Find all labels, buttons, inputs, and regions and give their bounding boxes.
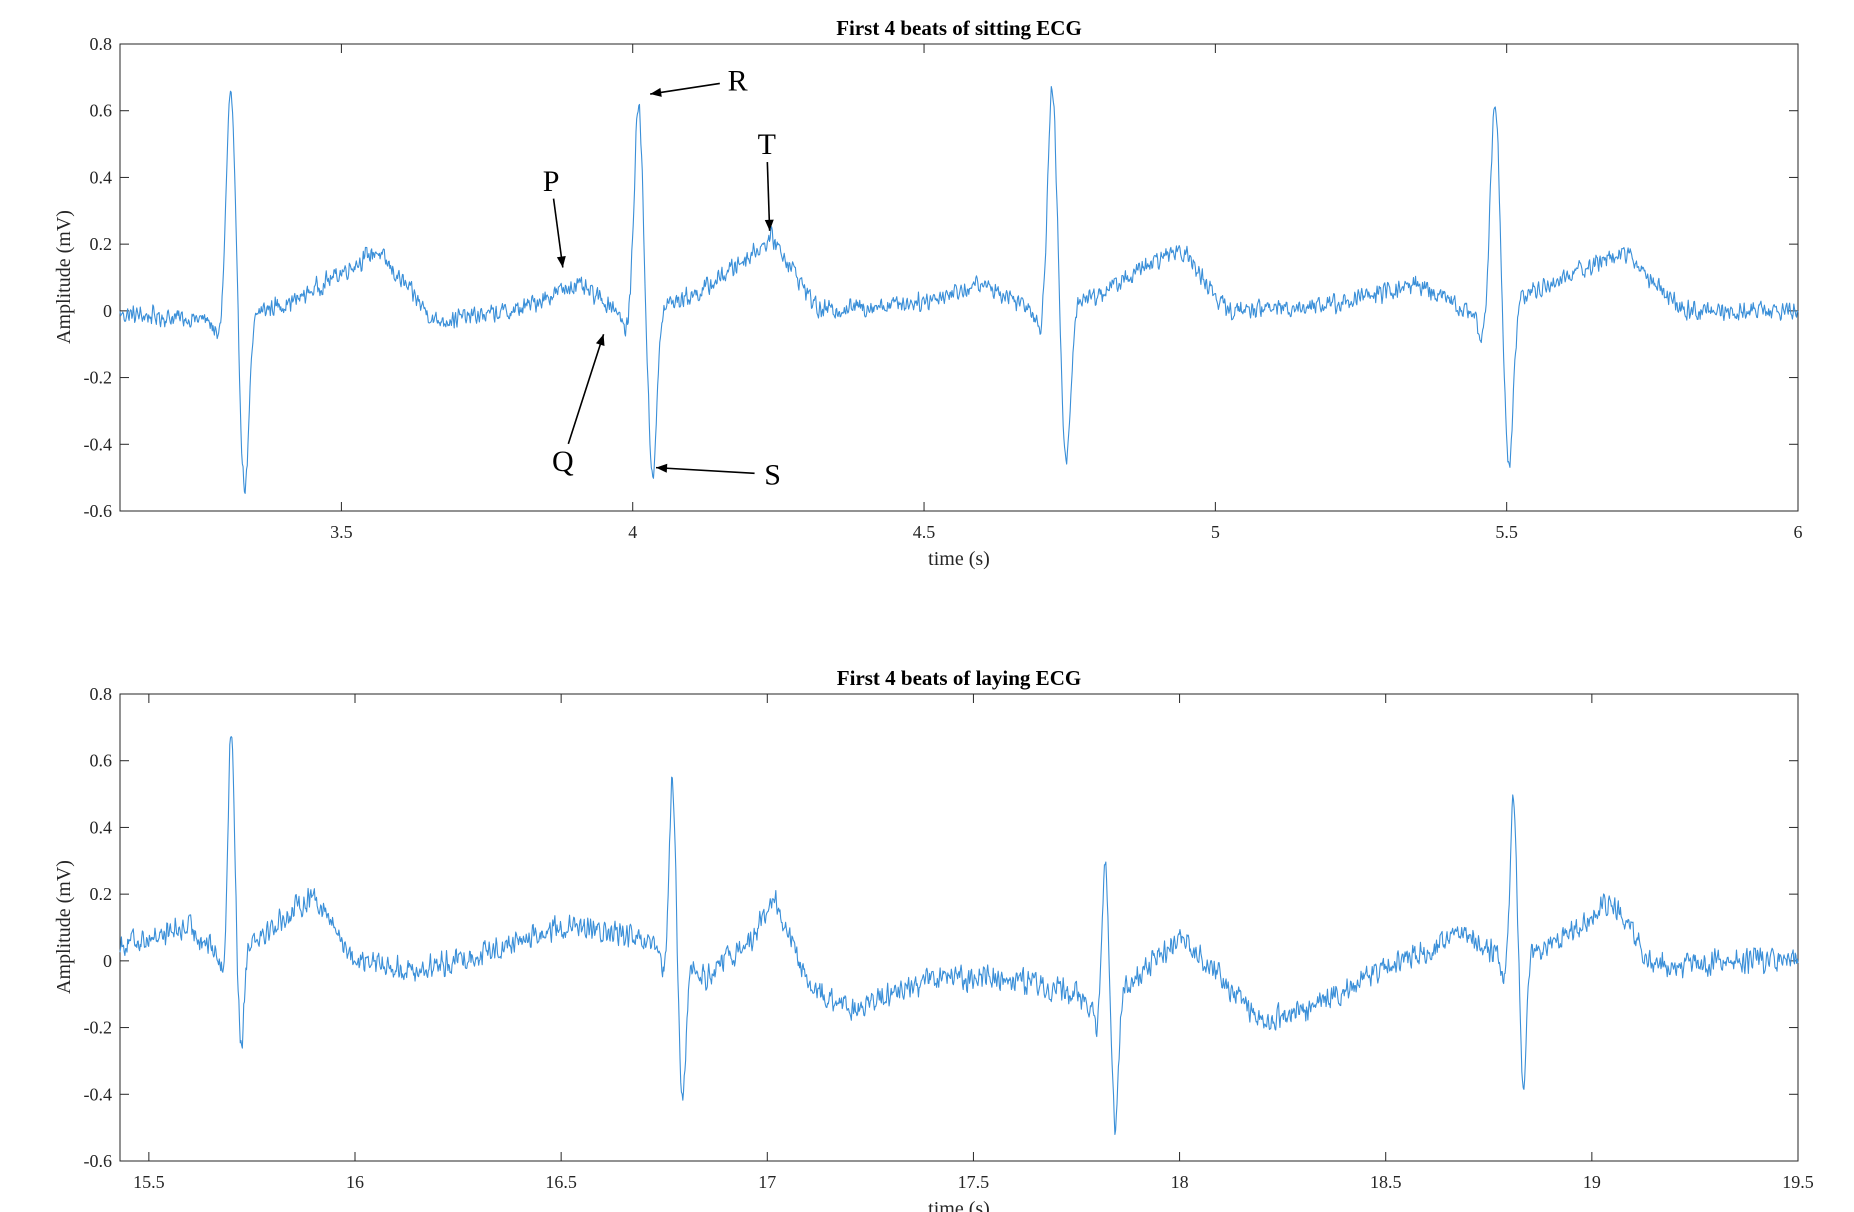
y-axis-label: Amplitude (mV) [53,210,75,344]
y-tick-label: 0.8 [90,684,113,704]
x-tick-label: 6 [1794,522,1803,542]
x-tick-label: 4 [628,522,637,542]
x-tick-label: 5 [1211,522,1220,542]
x-tick-label: 3.5 [330,522,353,542]
annotation-arrow-t [766,162,771,231]
x-tick-label: 17.5 [958,1172,990,1192]
y-ticks: -0.6 -0.4 -0.2 0 0.2 0.4 0.6 0.8 [84,684,1798,1171]
annotation-arrow-r [650,82,720,95]
annotation-label-p: P [543,165,560,198]
y-tick-label: -0.6 [84,1151,113,1171]
plot-area [119,43,1799,512]
y-tick-label: -0.6 [84,501,113,521]
x-tick-label: 15.5 [133,1172,165,1192]
x-tick-label: 19 [1583,1172,1601,1192]
annotations: RT P Q S [543,65,781,492]
y-tick-label: -0.4 [84,1084,113,1104]
y-tick-label: 0 [103,301,112,321]
y-tick-label: -0.4 [84,434,113,454]
x-tick-label: 5.5 [1495,522,1518,542]
annotation-arrow-q [567,333,605,445]
annotation-label-s: S [764,458,781,491]
y-tick-label: 0.2 [90,884,113,904]
y-tick-label: 0.6 [90,751,113,771]
ecg-series-line [119,86,1799,494]
chart-title: First 4 beats of laying ECG [837,666,1081,690]
y-ticks: -0.6 -0.4 -0.2 0 0.2 0.4 0.6 0.8 [84,34,1798,521]
chart-title: First 4 beats of sitting ECG [836,16,1082,40]
series [119,86,1799,494]
y-tick-label: 0.4 [90,167,113,187]
x-axis-label: time (s) [928,1198,990,1212]
annotation-arrowhead-r [650,87,662,97]
x-tick-label: 16.5 [545,1172,577,1192]
annotation-label-r: R [728,65,748,98]
annotation-arrowhead-p [556,255,566,268]
annotation-arrowhead-q [595,334,605,347]
x-tick-label: 16 [346,1172,364,1192]
x-tick-label: 17 [758,1172,776,1192]
annotation-arrowhead-s [656,463,668,473]
plot-area [119,693,1799,1162]
x-ticks: 15.5 16 16.5 17 17.5 18 18.5 19 19.5 [133,694,1814,1192]
annotation-label-q: Q [552,445,574,478]
subplot-sitting-ecg: First 4 beats of sitting ECG time (s) Am… [53,16,1803,570]
ecg-series-line [119,736,1799,1136]
annotation-arrowhead-t [764,219,774,231]
annotation-label-t: T [758,128,776,161]
y-tick-label: 0.4 [90,817,113,837]
annotation-arrow-p [552,198,564,268]
y-tick-label: -0.2 [84,1018,113,1038]
x-tick-label: 18.5 [1370,1172,1402,1192]
x-axis-label: time (s) [928,548,990,570]
x-ticks: 3.5 4 4.5 5 5.5 6 [330,44,1803,542]
subplot-laying-ecg: First 4 beats of laying ECG time (s) Amp… [53,666,1814,1212]
y-tick-label: -0.2 [84,368,113,388]
y-tick-label: 0 [103,951,112,971]
y-axis-label: Amplitude (mV) [53,860,75,994]
annotation-arrow-s [655,466,755,475]
y-tick-label: 0.8 [90,34,113,54]
y-tick-label: 0.2 [90,234,113,254]
x-tick-label: 4.5 [913,522,936,542]
series [119,736,1799,1136]
y-tick-label: 0.6 [90,101,113,121]
x-tick-label: 18 [1171,1172,1189,1192]
x-tick-label: 19.5 [1782,1172,1814,1192]
